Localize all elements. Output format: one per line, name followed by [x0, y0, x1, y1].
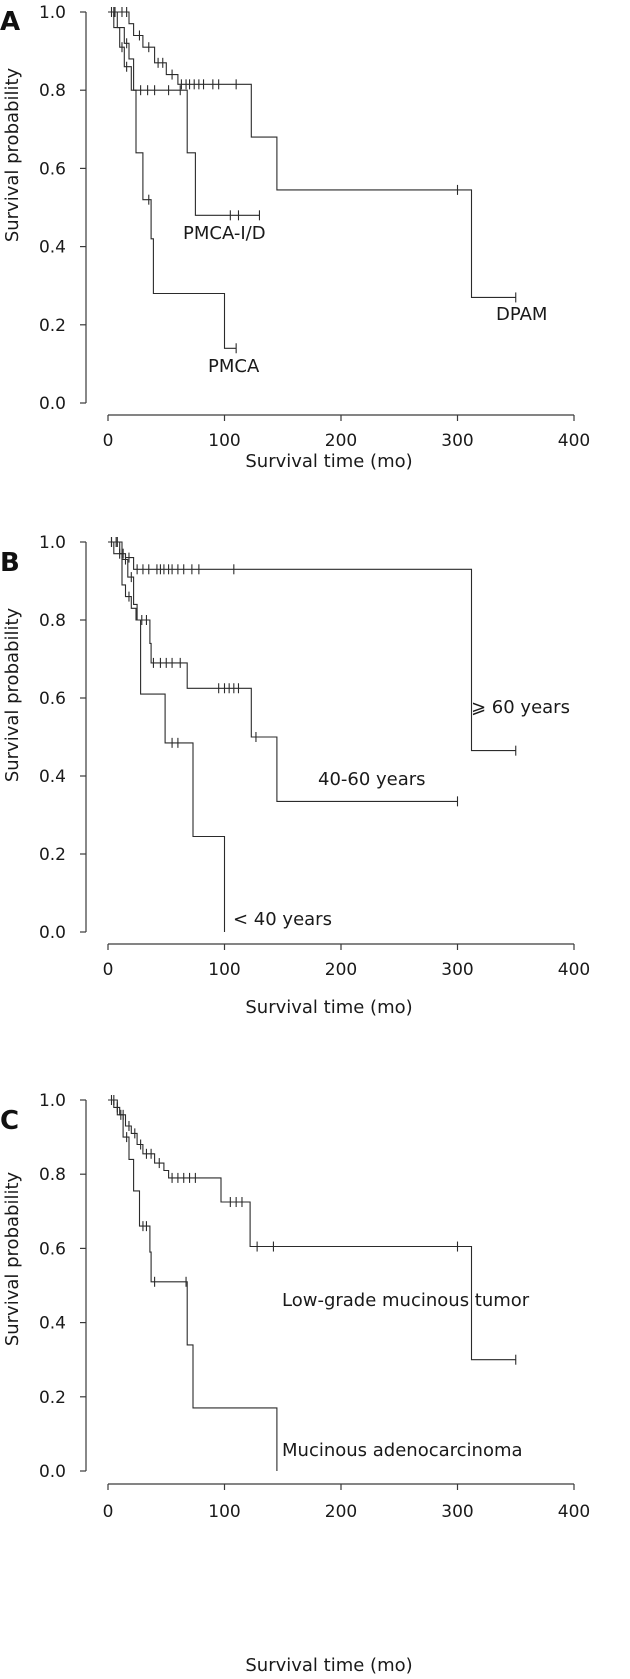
y-tick-label: 0.2 [39, 845, 66, 865]
axes-a: 0.0 0.2 0.4 0.6 0.8 1.0 0 100 200 300 400 [39, 3, 590, 451]
label-low-grade: Low-grade mucinous tumor [282, 1290, 530, 1311]
x-axis-label-a: Survival time (mo) [245, 451, 412, 472]
label-dpam: DPAM [496, 304, 547, 325]
x-tick-label: 400 [558, 960, 590, 980]
y-tick-label: 1.0 [39, 3, 66, 23]
y-tick-label: 0.0 [39, 394, 66, 414]
label-pmca-i-d: PMCA-I/D [183, 223, 266, 244]
y-axis-label-a: Survival probability [2, 67, 23, 242]
survival-curve-1 [108, 1099, 278, 1471]
y-tick-label: 0.6 [39, 689, 66, 709]
survival-curve-1 [108, 11, 260, 216]
y-axis-label-c: Survival probability [2, 1171, 23, 1346]
y-tick-label: 0.6 [39, 159, 66, 179]
y-tick-label: 1.0 [39, 533, 66, 553]
x-tick-label: 400 [558, 1502, 590, 1522]
survival-curve-0 [108, 11, 516, 298]
x-tick-label: 0 [103, 1502, 114, 1522]
panel-c: C Survival probability Survival time (mo… [0, 1091, 590, 1676]
x-tick-label: 100 [208, 960, 240, 980]
y-tick-label: 0.8 [39, 1165, 66, 1185]
y-tick-label: 1.0 [39, 1091, 66, 1111]
axes-b: 0.0 0.2 0.4 0.6 0.8 1.0 0 100 200 300 400 [39, 533, 590, 980]
survival-curve-2 [108, 11, 237, 349]
x-tick-label: 400 [558, 431, 590, 451]
y-tick-label: 0.8 [39, 611, 66, 631]
survival-curve-1 [108, 541, 458, 802]
x-tick-label: 300 [441, 431, 473, 451]
curves-a [108, 7, 517, 354]
y-tick-label: 0.4 [39, 1314, 66, 1334]
label-60-plus: ⩾ 60 years [471, 697, 570, 718]
x-tick-label: 300 [441, 1502, 473, 1522]
x-tick-label: 200 [325, 960, 357, 980]
y-tick-label: 0.6 [39, 1239, 66, 1259]
y-tick-label: 0.2 [39, 1388, 66, 1408]
y-tick-label: 0.0 [39, 923, 66, 943]
y-tick-label: 0.0 [39, 1462, 66, 1482]
survival-curve-0 [108, 1099, 516, 1361]
x-axis-label-c: Survival time (mo) [245, 1655, 412, 1676]
x-tick-label: 100 [208, 431, 240, 451]
x-tick-label: 200 [325, 431, 357, 451]
label-pmca: PMCA [208, 356, 260, 377]
panel-b: B Survival probability Survival time (mo… [0, 533, 590, 1018]
y-tick-label: 0.8 [39, 81, 66, 101]
x-tick-label: 0 [103, 431, 114, 451]
x-tick-label: 300 [441, 960, 473, 980]
panel-letter-c: C [0, 1106, 19, 1136]
x-tick-label: 200 [325, 1502, 357, 1522]
label-mucinous-adenocarcinoma: Mucinous adenocarcinoma [282, 1440, 523, 1461]
label-40-60: 40-60 years [318, 769, 426, 790]
panel-letter-b: B [0, 548, 20, 578]
y-tick-label: 0.2 [39, 316, 66, 336]
x-axis-label-b: Survival time (mo) [245, 997, 412, 1018]
curves-b [108, 537, 517, 932]
curves-c [108, 1095, 517, 1471]
x-tick-label: 100 [208, 1502, 240, 1522]
y-tick-label: 0.4 [39, 238, 66, 258]
y-axis-label-b: Survival probability [2, 607, 23, 782]
panel-a: A Survival probability Survival time (mo… [0, 3, 590, 472]
label-under-40: < 40 years [233, 909, 332, 930]
survival-curve-2 [108, 541, 226, 932]
axes-c: 0.0 0.2 0.4 0.6 0.8 1.0 0 100 200 300 400 [39, 1091, 590, 1522]
y-tick-label: 0.4 [39, 767, 66, 787]
x-tick-label: 0 [103, 960, 114, 980]
survival-curve-0 [108, 541, 516, 752]
panel-letter-a: A [0, 7, 20, 37]
